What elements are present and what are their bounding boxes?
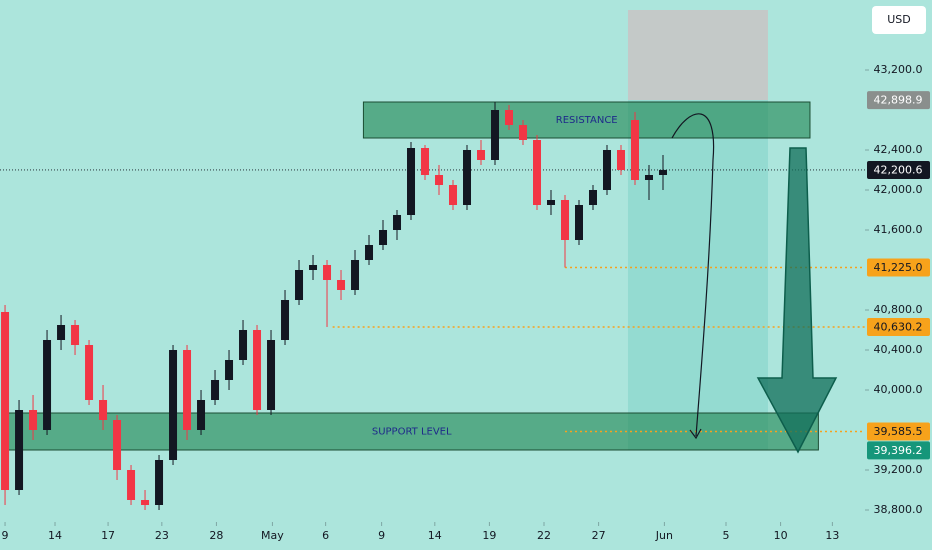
x-tick-label: 13 [825, 529, 839, 542]
candle-body [421, 148, 430, 175]
candle-body [43, 340, 52, 430]
candle-body [15, 410, 24, 490]
candle-body [113, 420, 122, 470]
x-tick-label: 22 [537, 529, 551, 542]
candle-body [99, 400, 108, 420]
x-tick-label: 28 [209, 529, 223, 542]
position-target-area [627, 100, 768, 451]
x-tick-label: 23 [155, 529, 169, 542]
candle-body [323, 265, 332, 280]
price-tag [867, 422, 930, 441]
candle-body [407, 148, 416, 215]
x-tick-label: 27 [592, 529, 606, 542]
price-tag-label: 39,585.5 [874, 425, 923, 438]
x-tick-label: 5 [722, 529, 729, 542]
y-tick-label: 41,600.0 [874, 223, 923, 236]
candle-body [574, 205, 583, 240]
price-tag [867, 160, 930, 179]
candle-body [85, 345, 94, 400]
candle-body [547, 200, 556, 205]
candle-body [644, 175, 653, 180]
candle-body [267, 340, 276, 410]
x-tick-label: 14 [428, 529, 442, 542]
candle-body [239, 330, 248, 360]
currency-button[interactable] [872, 6, 926, 34]
candle-body [29, 410, 38, 430]
candle-body [463, 150, 472, 205]
candle-body [393, 215, 402, 230]
down-arrow [756, 147, 838, 454]
x-tick-label: 19 [482, 529, 496, 542]
zone-label: SUPPORT LEVEL [372, 427, 452, 438]
candle-body [211, 380, 220, 400]
candle-body [281, 300, 290, 340]
candle-body [491, 110, 500, 160]
y-tick-label: 40,400.0 [874, 343, 923, 356]
candle-body [365, 245, 374, 260]
candle-body [435, 175, 444, 185]
price-tag-label: 42,200.6 [874, 163, 923, 176]
candle-body [351, 260, 360, 290]
curved-arrow [671, 113, 715, 437]
y-tick-label: 43,200.0 [874, 63, 923, 76]
x-tick-label: 10 [774, 529, 788, 542]
candle-body [295, 270, 304, 300]
y-tick-label: 42,400.0 [874, 143, 923, 156]
candle-body [197, 400, 206, 430]
candle-body [1, 312, 10, 490]
y-tick-label: 40,800.0 [874, 303, 923, 316]
y-tick-label: 40,000.0 [874, 383, 923, 396]
candle-body [309, 265, 318, 270]
candle-body [533, 140, 542, 205]
price-tag-label: 39,396.2 [874, 444, 923, 457]
x-tick-label: 14 [48, 529, 62, 542]
candle-body [658, 169, 667, 175]
candle-body [155, 460, 164, 505]
price-tag [867, 441, 930, 460]
price-tag-label: 41,225.0 [874, 261, 923, 274]
zone-label: RESISTANCE [556, 115, 618, 126]
price-tag-label: 42,898.9 [874, 94, 923, 107]
x-tick-label: 17 [101, 529, 115, 542]
candle-body [127, 470, 136, 500]
position-stop-area [627, 10, 768, 101]
candle-body [477, 150, 486, 160]
candle-body [253, 330, 262, 410]
price-tag [867, 317, 930, 336]
price-tag [867, 258, 930, 277]
candle-body [337, 280, 346, 290]
zone [4, 412, 819, 451]
price-tag [867, 91, 930, 110]
y-tick-label: 39,200.0 [874, 463, 923, 476]
curved-arrow-head [689, 428, 702, 440]
candle-body [141, 500, 150, 505]
candle-body [379, 230, 388, 245]
candle-body [449, 185, 458, 205]
candle-body [519, 125, 528, 140]
candle-body [561, 200, 570, 240]
candle-body [505, 110, 514, 125]
zone [362, 101, 811, 139]
currency-label: USD [887, 13, 911, 26]
x-tick-label: Jun [655, 529, 673, 542]
candle-body [71, 325, 80, 345]
candle-body [602, 150, 611, 190]
y-tick-label: 38,800.0 [874, 503, 923, 516]
candle-body [57, 325, 66, 340]
x-tick-label: 9 [2, 529, 9, 542]
x-tick-label: 6 [322, 529, 329, 542]
candle-body [169, 350, 178, 460]
candle-body [616, 150, 625, 170]
x-tick-label: May [261, 529, 284, 542]
x-tick-label: 9 [378, 529, 385, 542]
candle-body [588, 190, 597, 205]
price-tag-label: 40,630.2 [874, 320, 923, 333]
y-tick-label: 42,000.0 [874, 183, 923, 196]
candle-body [225, 360, 234, 380]
candle-body [183, 350, 192, 430]
candle-body [630, 120, 639, 180]
